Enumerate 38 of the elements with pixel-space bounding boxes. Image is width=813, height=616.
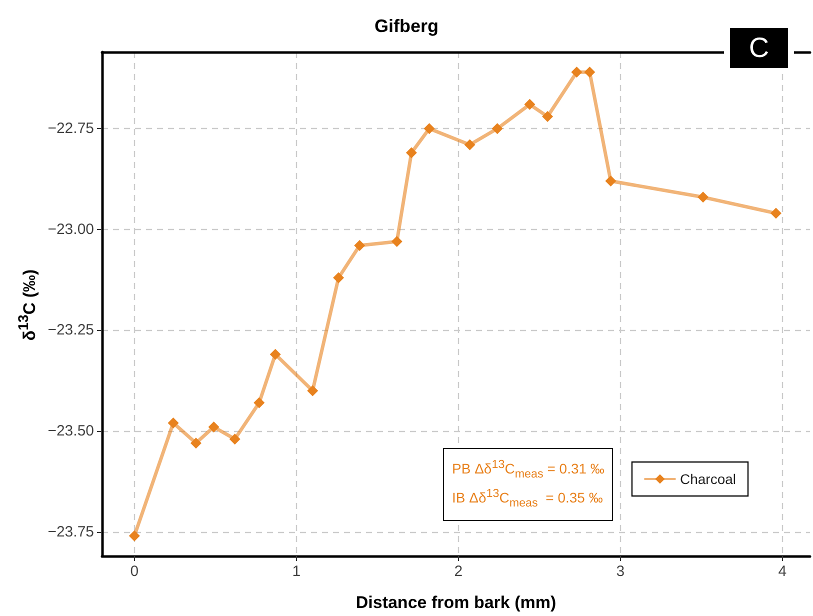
point xyxy=(208,421,220,432)
y-tick-label: −23.25 xyxy=(48,322,94,339)
point xyxy=(229,434,240,445)
chart-title: Gifberg xyxy=(374,16,439,36)
point xyxy=(270,348,281,360)
x-tick-label: 0 xyxy=(130,563,139,580)
y-tick-label: −22.75 xyxy=(48,120,94,138)
y-tick-label: −23.00 xyxy=(48,220,94,238)
legend-label: Charcoal xyxy=(680,471,736,487)
point xyxy=(571,66,582,78)
x-tick-label: 1 xyxy=(292,563,301,580)
point xyxy=(168,417,179,428)
annotation: PB Δδ$^{13}$C$_{meas}$ = 0.31 ‰ xyxy=(452,457,604,482)
annotation: IB Δδ$^{13}$C$_{meas}$ = 0.35 ‰ xyxy=(452,486,604,512)
point xyxy=(770,208,782,219)
point xyxy=(464,139,476,150)
x-tick-label: 2 xyxy=(454,563,463,580)
x-axis-title: Distance from bark (mm) xyxy=(356,593,556,612)
point xyxy=(492,123,503,134)
point xyxy=(406,147,417,158)
point xyxy=(190,438,202,449)
point xyxy=(254,397,265,408)
point xyxy=(128,530,140,542)
point xyxy=(584,66,596,78)
y-tick-label: −23.75 xyxy=(48,523,94,540)
annotation: C xyxy=(730,28,788,68)
point xyxy=(524,98,536,110)
y-tick-label: −23.50 xyxy=(48,422,94,440)
x-tick-label: 3 xyxy=(616,563,625,580)
point xyxy=(424,123,435,134)
point xyxy=(698,192,709,203)
point xyxy=(605,176,616,187)
point xyxy=(391,236,402,248)
point xyxy=(354,240,366,252)
point xyxy=(333,272,344,284)
point xyxy=(542,111,554,122)
point xyxy=(307,385,318,396)
x-tick-label: 4 xyxy=(778,563,787,580)
